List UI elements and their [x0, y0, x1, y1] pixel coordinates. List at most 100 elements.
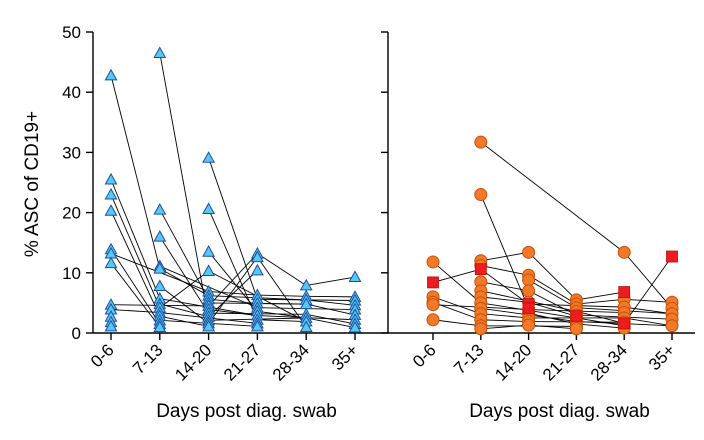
connector-line: [624, 306, 673, 315]
connector-line: [306, 313, 356, 325]
connector-line: [257, 310, 307, 319]
connector-lines: [110, 52, 673, 330]
connector-line: [257, 256, 307, 328]
connector-line: [432, 319, 481, 327]
connector-line: [528, 312, 577, 325]
data-point-triangle: [104, 319, 118, 332]
connector-line: [306, 295, 356, 298]
data-point-triangle: [202, 202, 216, 214]
connector-line: [110, 309, 160, 313]
data-point-triangle: [153, 202, 167, 215]
connector-line: [159, 52, 210, 321]
connector-line: [159, 268, 209, 297]
connector-line: [623, 256, 673, 324]
data-point-circle: [569, 322, 583, 336]
data-point-circle: [522, 245, 536, 259]
x-tick-label: 35+: [645, 340, 679, 374]
data-point-square: [618, 317, 631, 330]
x-tick-label: 0-6: [87, 340, 118, 371]
x-tick-label: 7-13: [129, 340, 166, 377]
y-axis-label: % ASC of CD19+: [22, 111, 43, 257]
connector-line: [110, 194, 161, 308]
connector-line: [432, 268, 481, 283]
x-tick-label: 35+: [328, 340, 362, 374]
data-point-square: [522, 302, 535, 315]
x-tick-label: 21-27: [220, 340, 264, 384]
data-points: [104, 46, 679, 336]
connector-line: [208, 256, 258, 324]
y-tick-label: 50: [62, 23, 81, 42]
connector-line: [480, 281, 529, 292]
data-point-triangle: [202, 319, 216, 332]
connector-line: [159, 303, 209, 318]
connector-line: [576, 323, 625, 329]
y-tick-label: 30: [62, 143, 81, 162]
data-point-triangle: [348, 270, 362, 282]
connector-line: [480, 251, 529, 262]
x-tick-label: 28-34: [269, 340, 313, 384]
connector-line: [528, 252, 577, 301]
y-tick-label: 40: [62, 83, 81, 102]
connector-line: [306, 317, 356, 329]
connector-line: [432, 296, 481, 315]
y-tick-label: 0: [72, 324, 81, 343]
connector-line: [576, 317, 625, 327]
data-point-triangle: [202, 151, 216, 163]
connector-line: [528, 324, 577, 330]
data-point-triangle: [202, 245, 216, 257]
connector-line: [208, 298, 258, 304]
data-point-circle: [522, 318, 536, 332]
x-tick-label: 21-27: [539, 340, 583, 384]
connector-line: [480, 194, 530, 309]
connector-line: [208, 270, 258, 318]
data-point-triangle: [153, 46, 167, 59]
connector-line: [480, 324, 529, 330]
data-point-circle: [474, 322, 488, 336]
data-point-circle: [522, 273, 536, 287]
data-point-triangle: [250, 263, 264, 276]
data-point-triangle: [202, 264, 216, 276]
connector-line: [159, 209, 209, 300]
x-tick-label: 14-20: [491, 340, 535, 384]
connector-line: [576, 291, 625, 301]
connector-line: [159, 315, 209, 327]
connector-line: [480, 265, 529, 276]
data-point-circle: [474, 135, 488, 149]
data-point-circle: [665, 319, 679, 333]
x-tick-label: 7-13: [450, 340, 487, 377]
data-point-triangle: [250, 250, 264, 263]
data-point-circle: [426, 255, 440, 269]
data-point-triangle: [104, 172, 118, 185]
connector-line: [480, 296, 529, 303]
x-axis-label: Days post diag. swab: [156, 401, 337, 422]
connector-line: [576, 298, 625, 305]
connector-line: [257, 319, 307, 323]
data-point-square: [427, 276, 439, 289]
data-point-circle: [474, 188, 488, 202]
connector-line: [528, 279, 577, 309]
connector-line: [110, 75, 161, 269]
data-point-circle: [617, 245, 631, 259]
connector-line: [257, 294, 307, 297]
y-tick-label: 20: [62, 204, 81, 223]
connector-line: [110, 179, 161, 299]
connector-line: [480, 141, 625, 253]
data-point-triangle: [348, 320, 362, 333]
data-point-triangle: [104, 204, 118, 216]
connector-line: [480, 313, 529, 319]
data-point-triangle: [153, 320, 167, 332]
connector-line: [480, 319, 529, 323]
y-tick-label: 10: [62, 264, 81, 283]
data-point-circle: [426, 313, 440, 327]
connector-line: [257, 253, 307, 286]
data-point-triangle: [250, 319, 264, 332]
data-point-circle: [522, 284, 536, 298]
data-point-triangle: [104, 187, 118, 200]
connector-line: [257, 303, 307, 305]
connector-line: [208, 309, 258, 316]
data-point-triangle: [153, 261, 167, 274]
connector-line: [306, 303, 356, 316]
connector-line: [110, 262, 161, 328]
